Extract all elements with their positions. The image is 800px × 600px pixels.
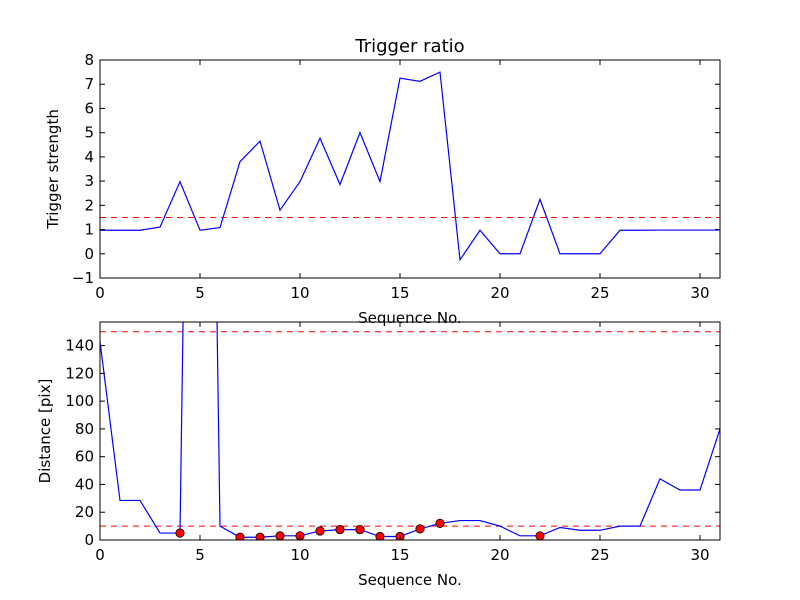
- distance-x-tick-label: 20: [490, 546, 509, 564]
- distance-x-tick-label: 5: [195, 546, 205, 564]
- trigger-y-tick-label: 1: [84, 221, 94, 239]
- distance-y-tick-label: 80: [75, 420, 94, 438]
- distance-y-tick-label: 140: [65, 337, 94, 355]
- distance-data-marker: [275, 531, 285, 540]
- trigger-chart-title: Trigger ratio: [354, 36, 464, 57]
- distance-data-marker: [335, 524, 345, 535]
- distance-y-tick-label: 20: [75, 503, 94, 521]
- distance-data-marker: [255, 532, 265, 540]
- distance-y-ticks: 0 20 40 60 80 100 120 140: [65, 337, 720, 549]
- trigger-x-tick-label: 15: [390, 284, 409, 302]
- distance-x-tick-label: 25: [590, 546, 609, 564]
- distance-x-tick-label: 0: [95, 546, 105, 564]
- distance-x-tick-label: 15: [390, 546, 409, 564]
- distance-y-tick-label: 100: [65, 392, 94, 410]
- trigger-y-tick-label: 2: [84, 196, 94, 214]
- trigger-y-tick-label: 8: [84, 51, 94, 69]
- distance-data-marker: [435, 518, 445, 528]
- distance-plot-area: [100, 322, 720, 540]
- distance-data-marker: [235, 532, 245, 540]
- trigger-x-tick-label: 20: [490, 284, 509, 302]
- trigger-x-tick-label: 5: [195, 284, 205, 302]
- distance-data-marker: [315, 526, 325, 536]
- trigger-y-tick-label: 3: [84, 172, 94, 190]
- trigger-y-tick-label: 7: [84, 75, 94, 93]
- trigger-y-tick-label: 0: [84, 245, 94, 263]
- distance-y-tick-label: 0: [84, 531, 94, 549]
- trigger-y-tick-label: 4: [84, 148, 94, 166]
- trigger-x-tick-label: 10: [290, 284, 309, 302]
- distance-x-ticks: 0 5 10 15 20 25 30: [95, 322, 710, 564]
- distance-series-line: [100, 322, 720, 538]
- trigger-x-tick-label: 25: [590, 284, 609, 302]
- trigger-series-line: [100, 71, 720, 262]
- trigger-x-tick-label: 0: [95, 284, 105, 302]
- distance-y-tick-label: 120: [65, 364, 94, 382]
- distance-data-marker: [375, 531, 385, 540]
- trigger-x-axis-label: Sequence No.: [358, 309, 462, 327]
- distance-data-marker: [355, 524, 365, 535]
- trigger-x-tick-label: 30: [690, 284, 709, 302]
- trigger-y-tick-label: 6: [84, 99, 94, 117]
- distance-x-axis-label: Sequence No.: [358, 571, 462, 589]
- trigger-y-tick-label: 5: [84, 124, 94, 142]
- trigger-x-ticks: 0 5 10 15 20 25 30: [95, 60, 710, 302]
- trigger-y-tick-label: −1: [72, 269, 94, 287]
- trigger-axes-frame: [99, 59, 721, 279]
- trigger-plot-area: [100, 71, 720, 262]
- distance-data-marker: [535, 531, 545, 540]
- distance-y-tick-label: 60: [75, 448, 94, 466]
- distance-data-marker: [175, 528, 185, 538]
- distance-chart: 0 5 10 15 20 25 30 0 20 40 60 80 100 120 140 Sequence…: [36, 321, 721, 589]
- distance-y-tick-label: 40: [75, 475, 94, 493]
- distance-x-tick-label: 10: [290, 546, 309, 564]
- trigger-y-ticks: −1 0 1 2 3 4 5 6 7 8: [72, 51, 720, 287]
- distance-axes-frame: [99, 321, 721, 541]
- distance-y-axis-label: Distance [pix]: [36, 379, 54, 484]
- trigger-y-axis-label: Trigger strength: [44, 109, 62, 230]
- distance-data-marker: [415, 524, 425, 534]
- distance-x-tick-label: 30: [690, 546, 709, 564]
